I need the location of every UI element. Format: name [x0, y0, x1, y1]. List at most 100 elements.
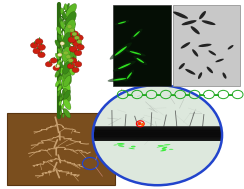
- Ellipse shape: [60, 35, 64, 41]
- Ellipse shape: [162, 147, 167, 149]
- Ellipse shape: [62, 90, 64, 94]
- Ellipse shape: [67, 3, 70, 8]
- Ellipse shape: [57, 90, 61, 96]
- Circle shape: [50, 58, 57, 63]
- Ellipse shape: [63, 88, 71, 101]
- Circle shape: [60, 42, 64, 45]
- Circle shape: [68, 59, 73, 62]
- Ellipse shape: [59, 17, 63, 25]
- Ellipse shape: [108, 77, 132, 82]
- Ellipse shape: [62, 12, 66, 20]
- Circle shape: [58, 53, 62, 57]
- Ellipse shape: [173, 12, 188, 19]
- Ellipse shape: [118, 21, 126, 24]
- Ellipse shape: [59, 47, 63, 55]
- Ellipse shape: [64, 57, 75, 75]
- Ellipse shape: [62, 78, 70, 94]
- Ellipse shape: [113, 78, 126, 81]
- Ellipse shape: [58, 48, 62, 55]
- Ellipse shape: [59, 101, 61, 106]
- Circle shape: [38, 44, 45, 50]
- Circle shape: [77, 44, 84, 50]
- Ellipse shape: [64, 19, 75, 37]
- Circle shape: [45, 62, 52, 67]
- Ellipse shape: [133, 31, 140, 37]
- Ellipse shape: [66, 18, 76, 26]
- Ellipse shape: [60, 62, 63, 68]
- Ellipse shape: [57, 27, 61, 35]
- Ellipse shape: [198, 72, 202, 79]
- Ellipse shape: [55, 80, 60, 87]
- Ellipse shape: [66, 31, 77, 46]
- FancyBboxPatch shape: [173, 5, 240, 86]
- Ellipse shape: [131, 146, 136, 147]
- Ellipse shape: [208, 50, 216, 56]
- Ellipse shape: [65, 12, 76, 28]
- Ellipse shape: [62, 52, 66, 60]
- Ellipse shape: [57, 35, 62, 42]
- Ellipse shape: [136, 58, 144, 63]
- Ellipse shape: [62, 46, 70, 61]
- Ellipse shape: [169, 149, 173, 150]
- Ellipse shape: [63, 61, 71, 74]
- Ellipse shape: [62, 113, 64, 118]
- Ellipse shape: [63, 75, 71, 87]
- Ellipse shape: [60, 66, 65, 74]
- Circle shape: [35, 39, 43, 45]
- Ellipse shape: [192, 49, 198, 57]
- Ellipse shape: [55, 53, 60, 60]
- Ellipse shape: [207, 67, 213, 73]
- Circle shape: [53, 66, 59, 70]
- Circle shape: [33, 48, 40, 54]
- Ellipse shape: [185, 69, 195, 75]
- Circle shape: [75, 35, 83, 41]
- Ellipse shape: [130, 51, 141, 55]
- Ellipse shape: [157, 145, 163, 148]
- Circle shape: [30, 43, 38, 48]
- Ellipse shape: [158, 145, 165, 146]
- Ellipse shape: [124, 70, 134, 81]
- Ellipse shape: [131, 29, 142, 39]
- Ellipse shape: [66, 4, 77, 18]
- Ellipse shape: [63, 21, 66, 25]
- Ellipse shape: [57, 60, 61, 68]
- Ellipse shape: [162, 149, 167, 151]
- Circle shape: [70, 31, 79, 37]
- Ellipse shape: [61, 76, 64, 81]
- Ellipse shape: [66, 5, 76, 12]
- Ellipse shape: [60, 93, 62, 97]
- Ellipse shape: [113, 144, 117, 146]
- Circle shape: [93, 85, 222, 185]
- Ellipse shape: [118, 63, 131, 69]
- Circle shape: [63, 51, 68, 55]
- Ellipse shape: [118, 145, 124, 147]
- Circle shape: [70, 58, 77, 63]
- Circle shape: [77, 40, 82, 43]
- Ellipse shape: [191, 26, 200, 34]
- Ellipse shape: [64, 4, 68, 10]
- Circle shape: [38, 52, 45, 58]
- Circle shape: [67, 64, 74, 69]
- Ellipse shape: [202, 20, 215, 25]
- Ellipse shape: [60, 111, 62, 115]
- Ellipse shape: [198, 44, 212, 47]
- Ellipse shape: [182, 20, 197, 25]
- Ellipse shape: [117, 143, 125, 145]
- Ellipse shape: [181, 42, 190, 49]
- Ellipse shape: [129, 148, 135, 149]
- Ellipse shape: [55, 40, 60, 47]
- Ellipse shape: [115, 46, 127, 56]
- Ellipse shape: [58, 85, 62, 91]
- Ellipse shape: [67, 23, 70, 27]
- Ellipse shape: [55, 70, 60, 77]
- Ellipse shape: [63, 90, 71, 99]
- Ellipse shape: [113, 61, 136, 72]
- Ellipse shape: [215, 59, 224, 62]
- Ellipse shape: [63, 98, 71, 110]
- Circle shape: [74, 50, 82, 56]
- Ellipse shape: [228, 45, 234, 50]
- Ellipse shape: [125, 50, 146, 56]
- Ellipse shape: [127, 72, 132, 79]
- Ellipse shape: [61, 104, 64, 109]
- Ellipse shape: [59, 79, 61, 85]
